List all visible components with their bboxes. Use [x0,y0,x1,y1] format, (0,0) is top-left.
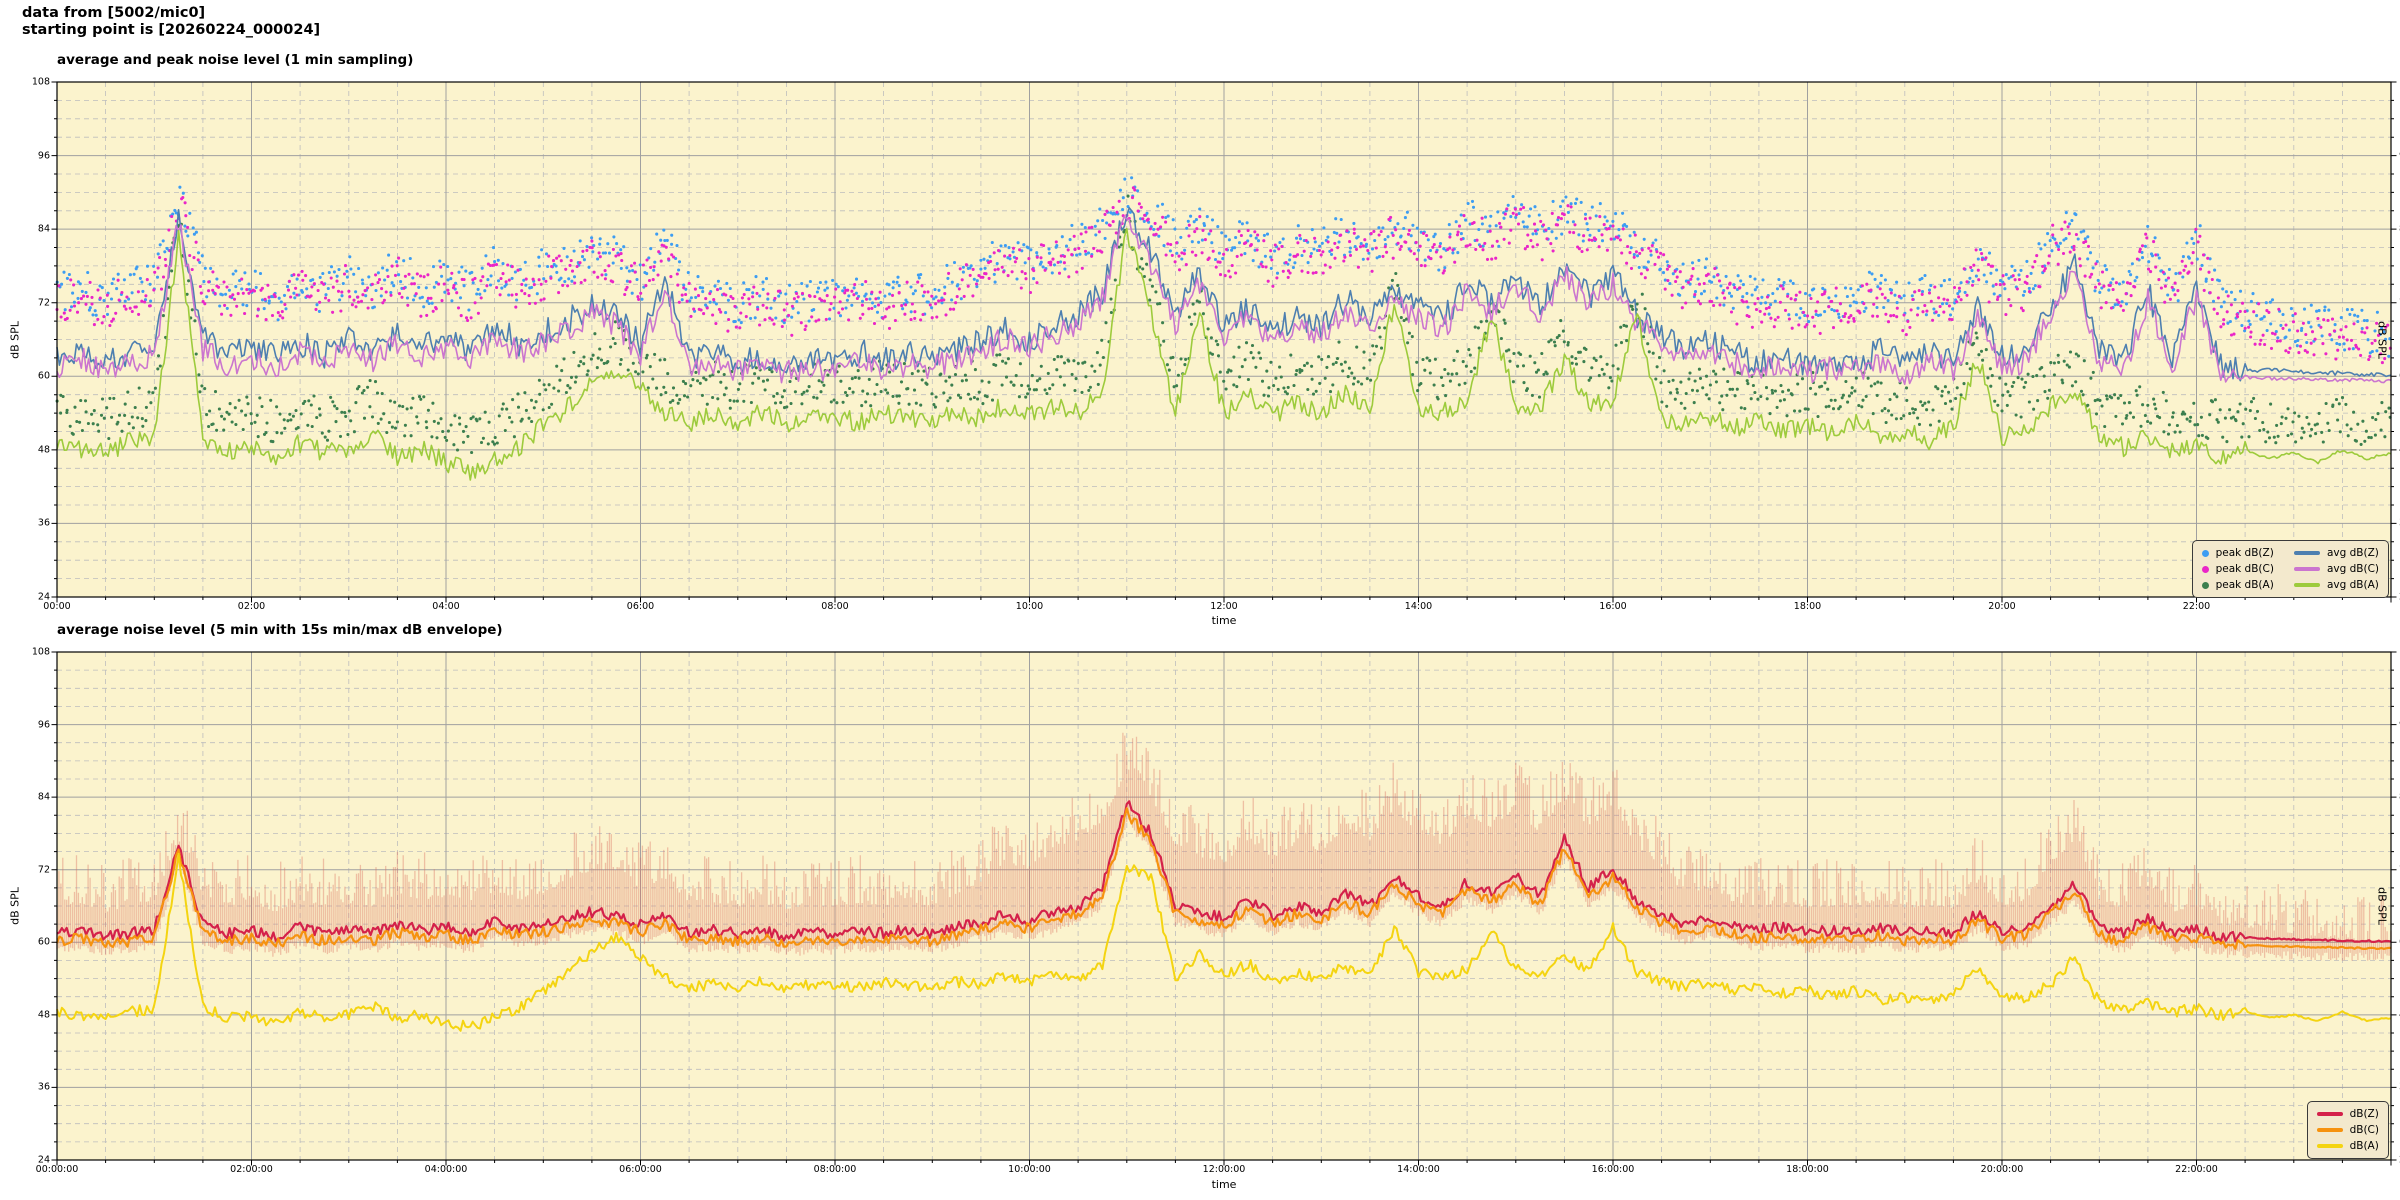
chart1-ylabel-left: dB SPL [8,321,22,359]
y-tick-label-left: 24 [37,1154,50,1166]
line-dB(C) [55,807,2391,951]
chart2-ylabel-right: dB SPL [2375,887,2389,925]
legend-line-marker [2293,551,2320,555]
legend: dB(Z) dB(C) dB(A) [2306,1101,2389,1159]
x-tick-label: 10:00 [1015,601,1044,612]
chart2-ylabel-left: dB SPL [8,887,22,925]
legend-dot-marker [2201,565,2209,573]
x-tick-label: 08:00 [821,601,849,612]
legend-item: peak dB(C) [2201,561,2274,577]
y-tick-label-left: 96 [37,150,50,162]
chart1-xlabel: time [1211,614,1237,627]
y-tick-label-left: 60 [37,370,50,382]
header-line-1: data from [5002/mic0] [22,5,206,21]
legend-item: peak dB(Z) [2201,545,2274,561]
x-tick-label: 12:00:00 [1202,1164,1246,1175]
line-dB(Z) [56,800,2392,944]
legend-label: avg dB(C) [2326,563,2379,575]
x-tick-label: 16:00 [1599,601,1627,612]
line-avg dB(A) [56,227,2392,481]
legend-label: peak dB(Z) [2215,547,2274,559]
line-avg dB(C) [56,216,2392,386]
x-tick-label: 08:00:00 [813,1164,857,1175]
x-tick-label: 22:00:00 [2175,1164,2218,1175]
legend-item: avg dB(A) [2293,577,2379,593]
x-tick-label: 06:00 [626,601,655,612]
x-tick-label: 00:00:00 [35,1164,79,1175]
legend-item: avg dB(Z) [2293,545,2379,561]
x-tick-label: 02:00 [237,601,266,612]
y-tick-label-left: 84 [37,791,50,803]
y-tick-label-left: 72 [37,297,50,309]
x-tick-label: 22:00 [2182,601,2211,612]
x-tick-label: 06:00:00 [619,1164,662,1175]
y-tick-label-left: 24 [37,591,50,603]
x-tick-label: 20:00:00 [1980,1164,2024,1175]
y-tick-label-left: 108 [31,646,50,658]
legend-label: dB(C) [2349,1124,2379,1136]
legend-label: avg dB(Z) [2326,547,2379,559]
y-tick-label-left: 60 [37,936,50,948]
y-tick-label-left: 72 [37,864,50,876]
x-tick-label: 14:00 [1404,601,1433,612]
legend-label: avg dB(A) [2326,579,2379,591]
x-tick-label: 02:00:00 [230,1164,273,1175]
x-tick-label: 04:00 [432,601,460,612]
legend-label: peak dB(C) [2215,563,2274,575]
chart2-xlabel: time [1211,1178,1237,1191]
x-tick-label: 04:00:00 [424,1164,468,1175]
legend-line-marker [2316,1128,2343,1132]
x-tick-label: 16:00:00 [1591,1164,1635,1175]
x-tick-label: 20:00 [1988,601,2016,612]
y-tick-label-left: 84 [37,223,50,235]
legend-label: dB(Z) [2349,1108,2379,1120]
line-dB(A) [56,852,2392,1032]
y-tick-label-left: 48 [37,444,50,456]
legend: peak dB(Z) peak dB(C) peak dB(A) avg dB(Z) a… [2191,540,2389,598]
legend-dot-marker [2201,581,2209,589]
legend-item: avg dB(C) [2293,561,2379,577]
legend-item: dB(Z) [2316,1106,2379,1122]
legend-item: dB(A) [2316,1138,2379,1154]
legend-line-marker [2316,1112,2343,1116]
chart1-ylabel-right: dB SPL [2375,321,2389,359]
legend-label: peak dB(A) [2215,579,2274,591]
chart1-title: average and peak noise level (1 min samp… [57,52,414,68]
x-tick-label: 10:00:00 [1008,1164,1051,1175]
x-tick-label: 18:00 [1793,601,1822,612]
y-tick-label-left: 36 [37,1081,50,1093]
legend-dot-marker [2201,549,2209,557]
legend-label: dB(A) [2349,1140,2379,1152]
legend-item: dB(C) [2316,1122,2379,1138]
legend-line-marker [2293,583,2320,587]
legend-item: peak dB(A) [2201,577,2274,593]
legend-line-marker [2316,1144,2343,1148]
chart2-title: average noise level (5 min with 15s min/… [57,622,503,638]
legend-line-marker [2293,567,2320,571]
x-tick-label: 14:00:00 [1397,1164,1440,1175]
y-tick-label-left: 36 [37,517,50,529]
x-tick-label: 00:00 [43,601,71,612]
header-line-2: starting point is [20260224_000024] [22,22,321,38]
y-tick-label-left: 96 [37,719,50,731]
x-tick-label: 18:00:00 [1786,1164,1829,1175]
y-tick-label-left: 108 [31,76,50,88]
y-tick-label-left: 48 [37,1009,50,1021]
x-tick-label: 12:00 [1210,601,1238,612]
